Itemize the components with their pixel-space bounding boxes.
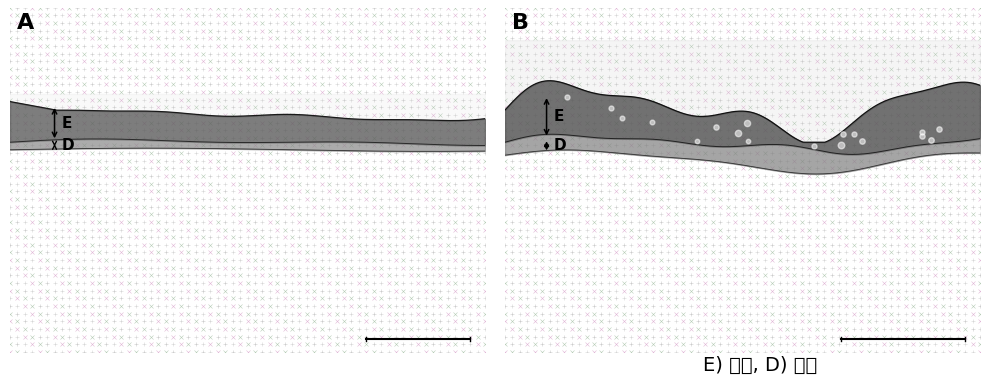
Text: B: B: [512, 13, 529, 33]
Text: A: A: [17, 13, 34, 33]
Text: D: D: [61, 138, 74, 153]
Text: D: D: [553, 138, 566, 153]
Text: E) 表皮, D) 真皮: E) 表皮, D) 真皮: [703, 356, 817, 375]
Text: E: E: [553, 109, 564, 124]
Text: E: E: [61, 116, 72, 131]
